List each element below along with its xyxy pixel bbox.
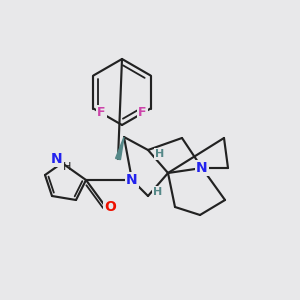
Text: N: N [51,152,63,166]
Text: H: H [63,162,71,172]
Polygon shape [116,137,124,160]
Text: H: H [153,187,163,197]
Text: N: N [196,161,208,175]
Text: O: O [104,200,116,214]
Text: F: F [97,106,106,119]
Text: N: N [126,173,138,187]
Text: F: F [138,106,147,119]
Text: H: H [155,149,165,159]
